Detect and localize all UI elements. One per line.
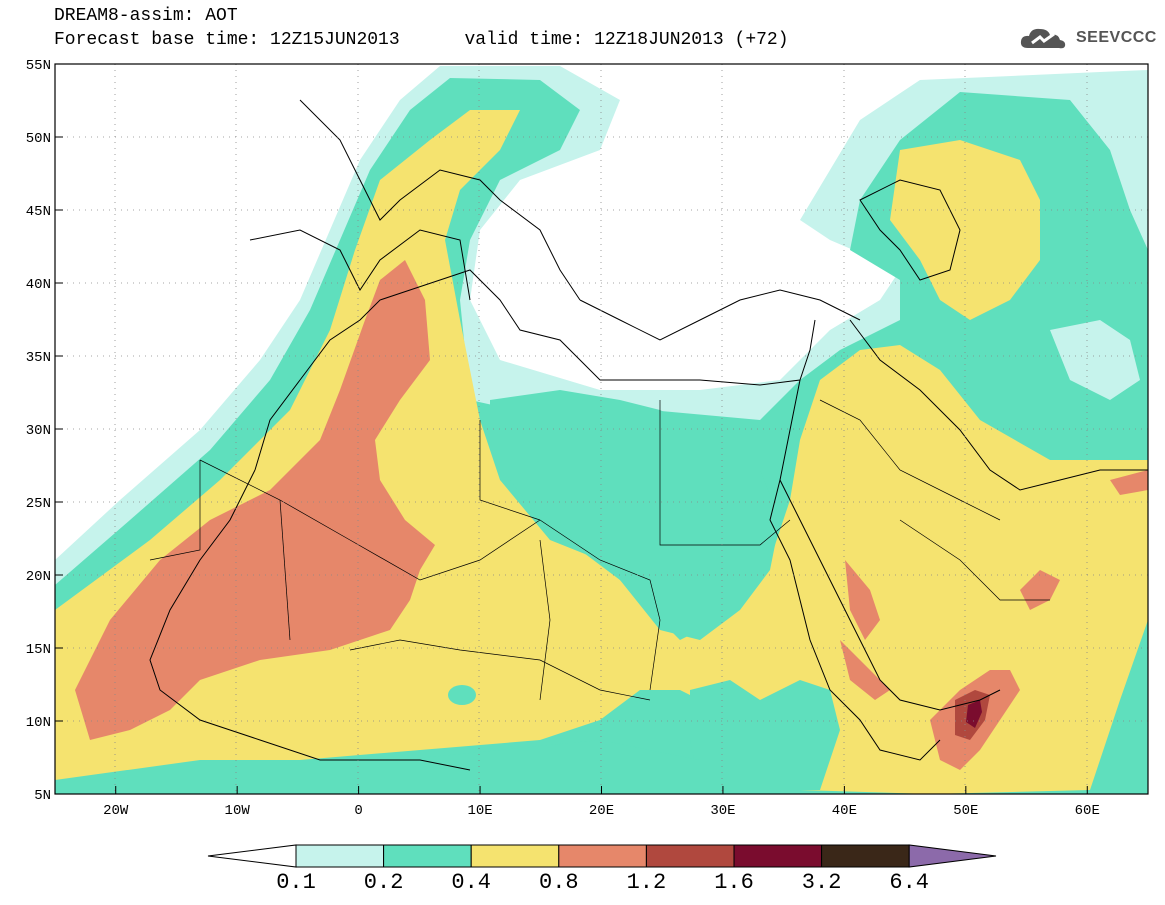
lat-tick-label: 25N	[26, 496, 51, 512]
colorbar-segment	[383, 844, 472, 868]
colorbar-segment	[645, 844, 735, 868]
cloud-icon	[1020, 28, 1066, 49]
coastlines	[149, 99, 1148, 771]
lat-tick-label: 45N	[26, 204, 51, 220]
colorbar-level-label: 3.2	[801, 870, 842, 895]
lat-tick-label: 20N	[26, 569, 51, 585]
lon-tick-label: 50E	[953, 803, 978, 819]
colorbar-segment	[821, 844, 910, 868]
lon-tick-label: 10W	[225, 803, 251, 819]
aot-band-0.2-patches	[55, 390, 840, 794]
lat-tick-label: 35N	[26, 350, 51, 366]
colorbar-level-label: 0.4	[451, 870, 491, 895]
lat-tick-label: 55N	[26, 58, 51, 74]
colorbar-under-triangle	[207, 844, 297, 868]
colorbar-level-label: 1.6	[714, 870, 754, 895]
colorbar-level-label: 1.2	[626, 870, 667, 895]
forecast-time-line: Forecast base time: 12Z15JUN2013 valid t…	[54, 30, 789, 50]
colorbar-level-label: 0.2	[363, 870, 404, 895]
colorbar-level-label: 0.1	[276, 870, 316, 895]
colorbar-segment	[295, 844, 385, 868]
lon-tick-label: 20W	[103, 803, 129, 819]
lon-tick-label: 10E	[467, 803, 492, 819]
lat-tick-label: 15N	[26, 642, 51, 658]
axis-ticks: 20W 10W 0 10E 20E 30E 40E 50E 60E 55N 50N 45N 40N 35N…	[26, 58, 1100, 819]
lon-tick-label: 60E	[1075, 803, 1100, 819]
map-title: DREAM8-assim: AOT	[54, 6, 238, 26]
colorbar-over-triangle	[908, 844, 997, 868]
colorbar-segment	[558, 844, 647, 868]
colorbar-level-label: 0.8	[538, 870, 579, 895]
colorbar-segment	[733, 844, 823, 868]
lat-tick-label: 40N	[26, 277, 51, 293]
colorbar-level-label: 6.4	[889, 870, 929, 895]
colorbar	[207, 844, 997, 868]
graticule	[55, 64, 1148, 794]
colorbar-segment	[470, 844, 560, 868]
lon-tick-label: 30E	[710, 803, 735, 819]
aot-fields	[55, 64, 1148, 794]
aot-band-1.6	[966, 700, 982, 728]
country-borders	[149, 399, 1050, 701]
lon-tick-label: 20E	[589, 803, 614, 819]
lat-tick-label: 5N	[34, 788, 51, 804]
lat-tick-label: 50N	[26, 131, 51, 147]
lat-tick-label: 10N	[26, 715, 51, 731]
lon-tick-label: 0	[354, 803, 362, 819]
logo-text: SEEVCCC	[1076, 29, 1157, 46]
seevccc-logo: SEEVCCC	[1018, 24, 1157, 52]
lon-tick-label: 40E	[832, 803, 857, 819]
lat-tick-label: 30N	[26, 423, 51, 439]
